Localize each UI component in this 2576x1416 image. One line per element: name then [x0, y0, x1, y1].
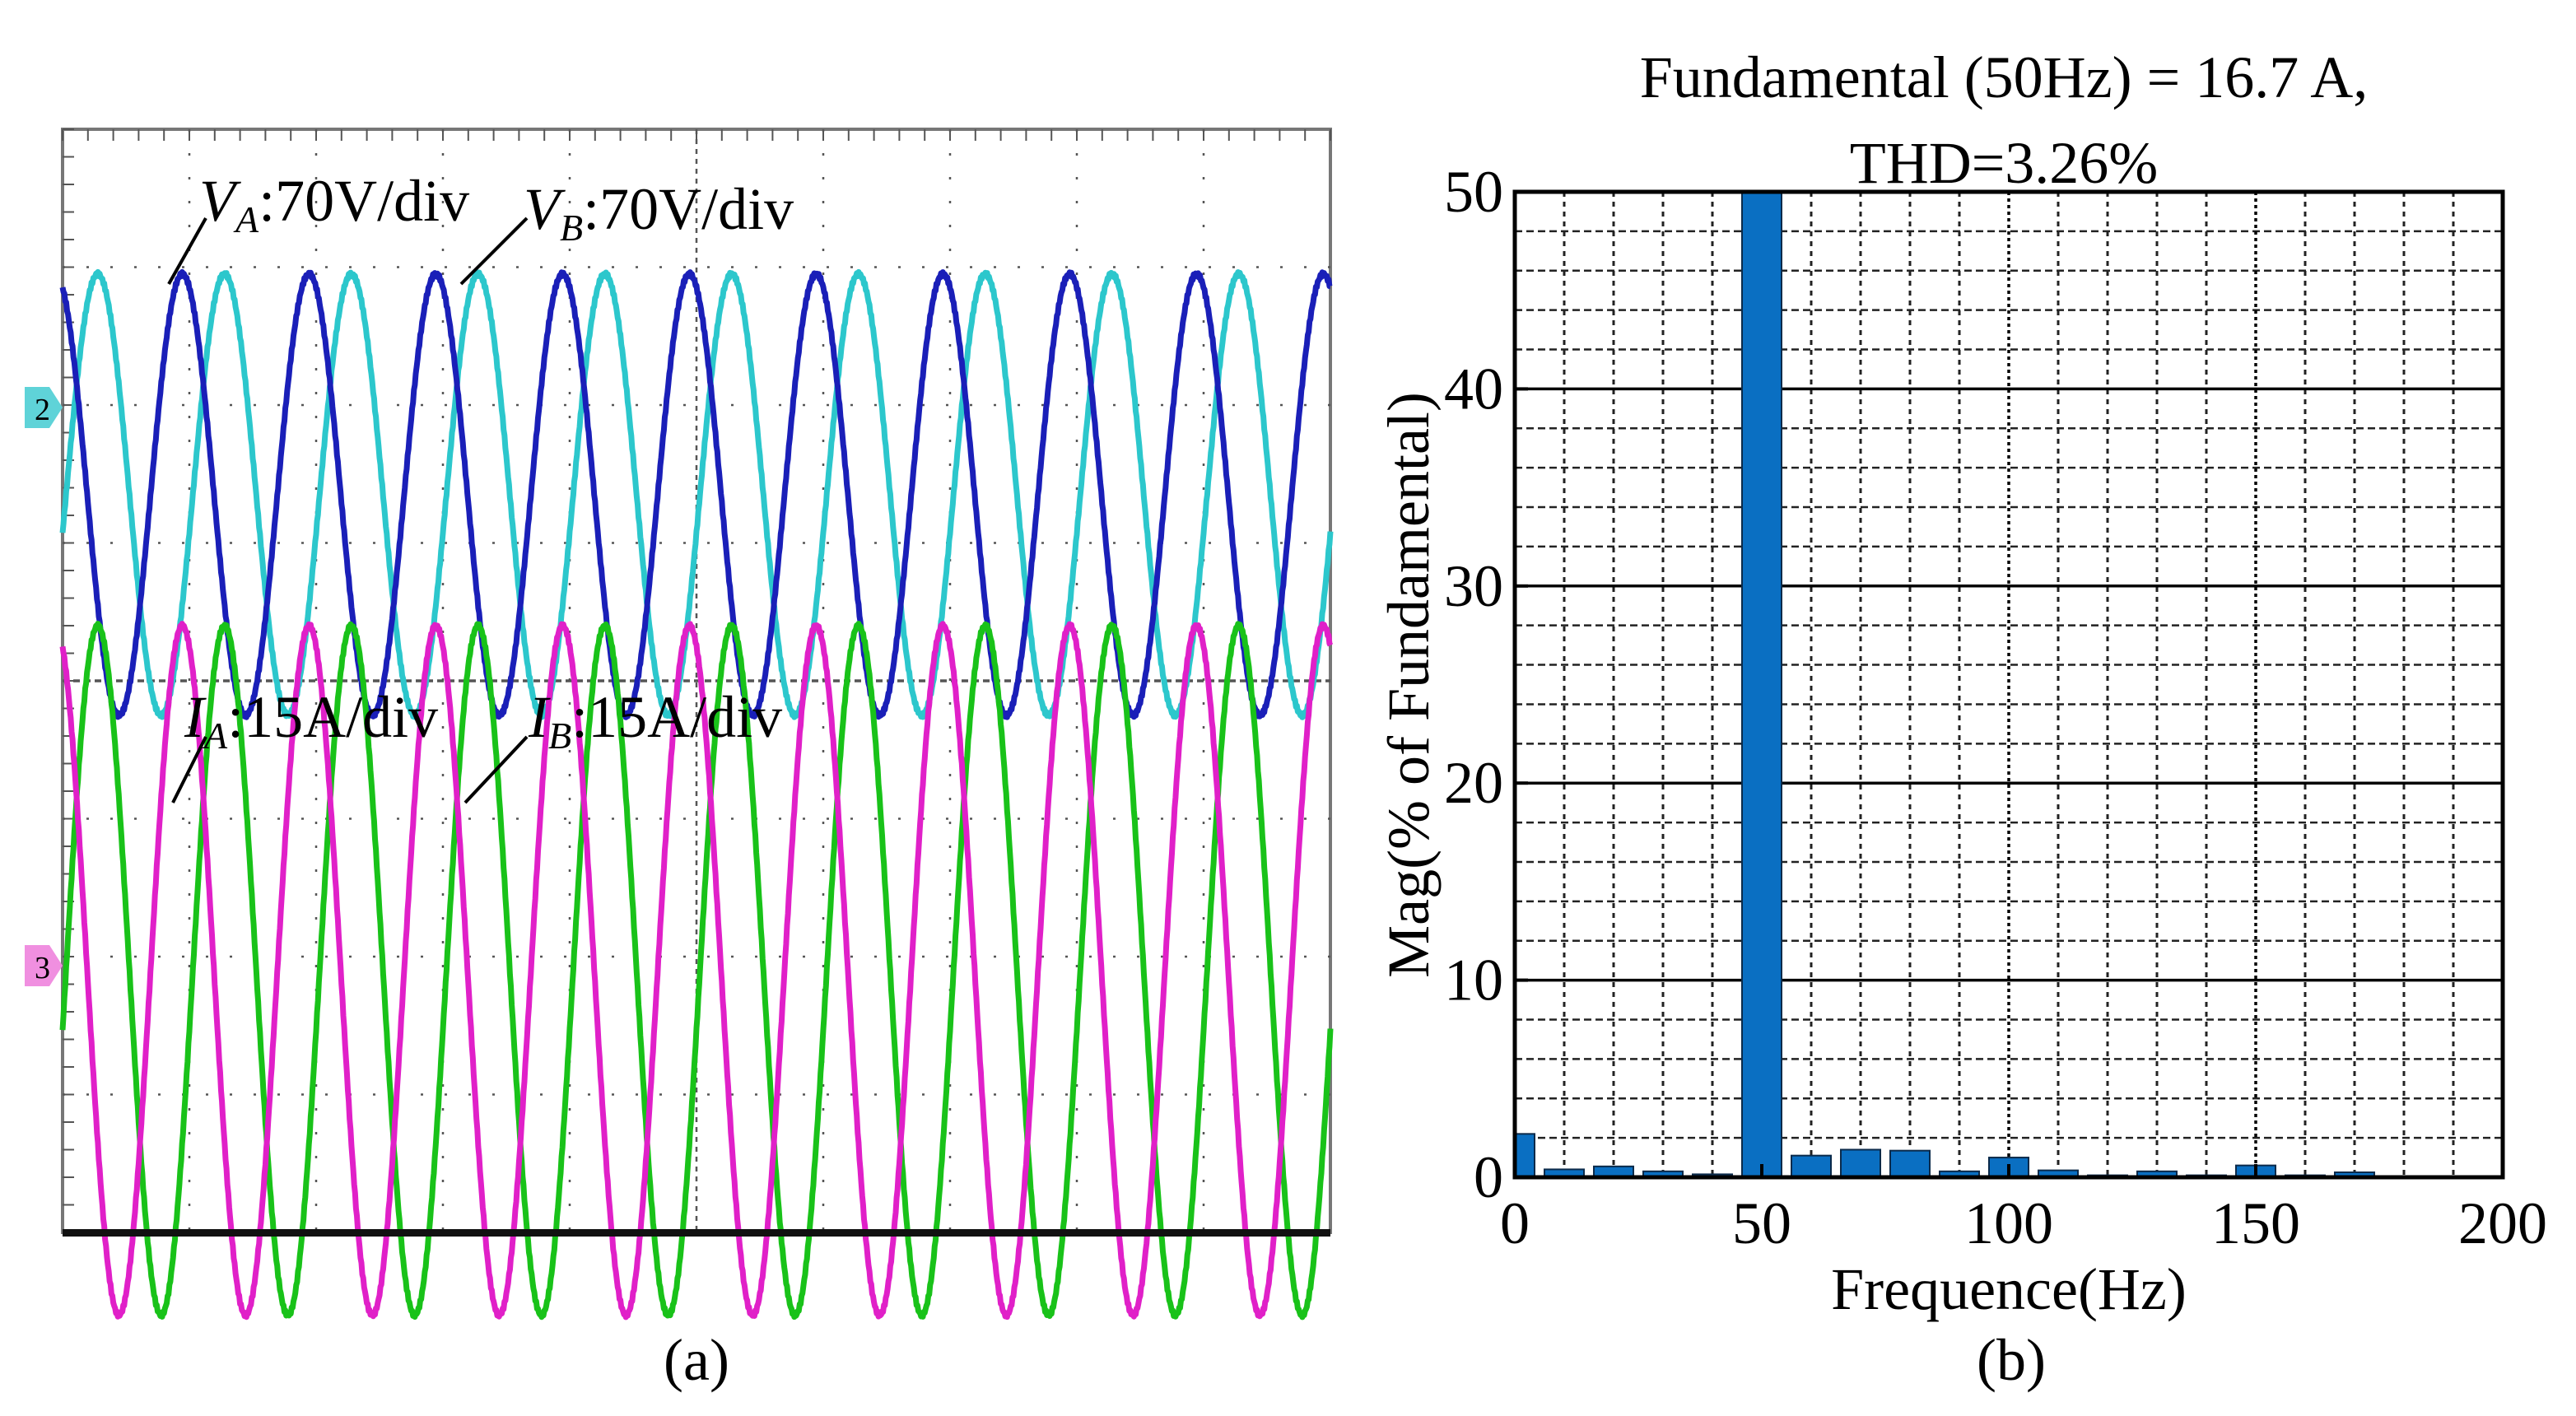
caption-a: (a): [664, 1327, 729, 1393]
ia-label: IA:15A/div: [184, 684, 438, 757]
oscilloscope-panel: 2 3 VA:70V/div VB:70V/div IA:15A/div IB:…: [25, 128, 1334, 1393]
y-tick-label: 20: [1444, 750, 1503, 816]
y-tick-label: 50: [1444, 159, 1503, 225]
vb-leader-line: [459, 217, 529, 286]
vb-label: VB:70V/div: [524, 176, 794, 249]
ia-leader-line: [171, 736, 207, 803]
y-tick-label: 10: [1444, 948, 1503, 1013]
x-tick-label: 100: [1964, 1190, 2053, 1256]
y-tick-label: 0: [1474, 1144, 1503, 1210]
x-axis-label: Frequence(Hz): [1831, 1256, 2187, 1322]
channel-2-label: 2: [35, 393, 50, 427]
bar-0hz: [1514, 1133, 1535, 1179]
va-leader-line: [167, 217, 207, 285]
chart-title-line1: Fundamental (50Hz) = 16.7 A,: [1640, 44, 2368, 110]
y-tick-label: 40: [1444, 356, 1503, 422]
bar-50hz: [1741, 191, 1782, 1178]
bar-80hz: [1889, 1149, 1931, 1179]
chart-title-line2: THD=3.26%: [1850, 130, 2159, 196]
x-tick-label: 50: [1732, 1190, 1791, 1256]
ib-leader-line: [463, 735, 529, 804]
x-tick-label: 0: [1500, 1190, 1530, 1256]
spectrum-grid: [1515, 192, 2503, 1177]
channel-2-marker: 2: [25, 387, 63, 428]
bar-60hz: [1791, 1154, 1832, 1179]
channel-3-label: 3: [35, 951, 50, 985]
y-axis-label: Mag(% of Fundamental): [1376, 392, 1442, 978]
caption-b: (b): [1977, 1327, 2046, 1393]
channel-3-marker: 3: [25, 945, 63, 986]
scope-bottom-bar: [63, 1229, 1330, 1237]
ib-label: IB:15A/div: [528, 684, 782, 757]
spectrum-bars: [1514, 191, 2375, 1179]
va-label: VA:70V/div: [199, 168, 469, 240]
x-tick-label: 200: [2458, 1190, 2547, 1256]
x-tick-label: 150: [2211, 1190, 2300, 1256]
bar-70hz: [1840, 1148, 1881, 1179]
axis-ticks: 0 50 100 150 200 0 10 20 30 40 50: [1444, 159, 2547, 1256]
y-tick-label: 30: [1444, 553, 1503, 619]
vb-trace: [59, 268, 1334, 720]
harmonic-spectrum-panel: Fundamental (50Hz) = 16.7 A, THD=3.26% 0…: [1376, 44, 2547, 1393]
